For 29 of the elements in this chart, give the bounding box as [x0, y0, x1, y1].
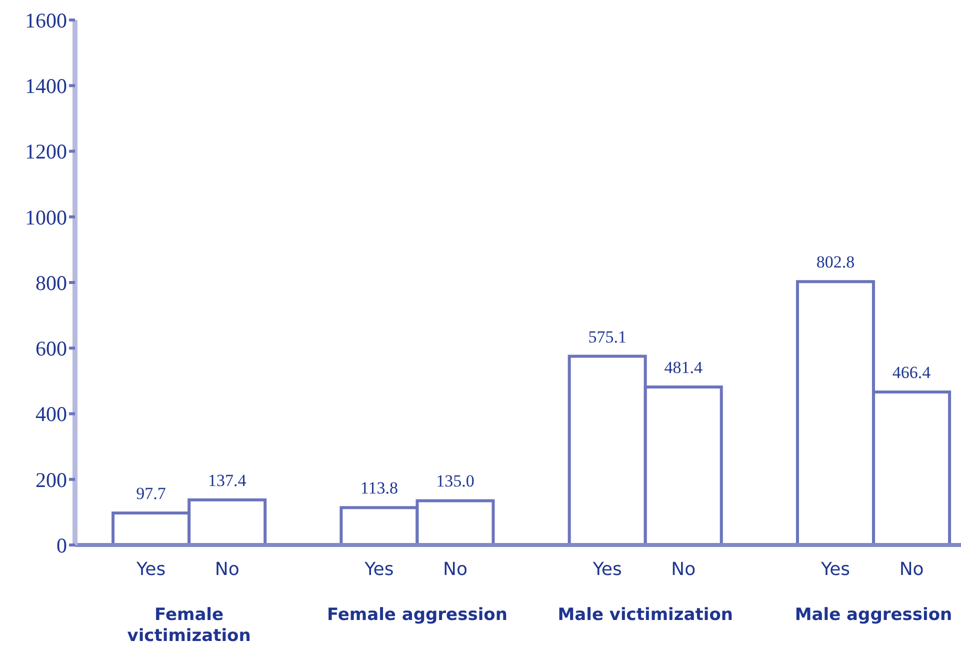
- y-tick-label: 600: [36, 336, 67, 361]
- y-tick-label: 1000: [25, 205, 67, 230]
- x-tick-label: Yes: [820, 559, 850, 580]
- x-tick-label: No: [214, 559, 240, 580]
- data-label: 802.8: [816, 252, 855, 272]
- data-label: 113.8: [360, 478, 398, 498]
- text: Male aggression: [794, 605, 952, 626]
- y-tick-label: 1200: [25, 140, 67, 164]
- x-tick-label: No: [443, 559, 468, 580]
- y-tick-label: 1600: [25, 8, 67, 32]
- x-tick-label: No: [671, 559, 696, 580]
- data-label: 135.0: [436, 472, 474, 491]
- text: Female victimization: [127, 605, 251, 646]
- text: Female aggression: [326, 605, 508, 626]
- data-label: 481.4: [664, 358, 704, 378]
- y-tick-label: 400: [36, 402, 67, 426]
- y-tick-label: 200: [36, 468, 67, 492]
- data-label: 575.1: [588, 327, 626, 346]
- data-label: 137.4: [208, 470, 247, 490]
- text: Male victimization: [558, 605, 733, 626]
- x-tick-label: Yes: [592, 559, 622, 580]
- x-tick-label: Yes: [136, 559, 166, 580]
- y-tick-label: 0: [56, 533, 67, 558]
- y-tick-label: 800: [36, 270, 67, 295]
- x-tick-label: Yes: [364, 559, 394, 580]
- data-label: 466.4: [892, 362, 932, 382]
- x-tick-label: No: [899, 559, 924, 580]
- y-tick-label: 1400: [25, 74, 67, 98]
- data-label: 97.7: [136, 484, 166, 503]
